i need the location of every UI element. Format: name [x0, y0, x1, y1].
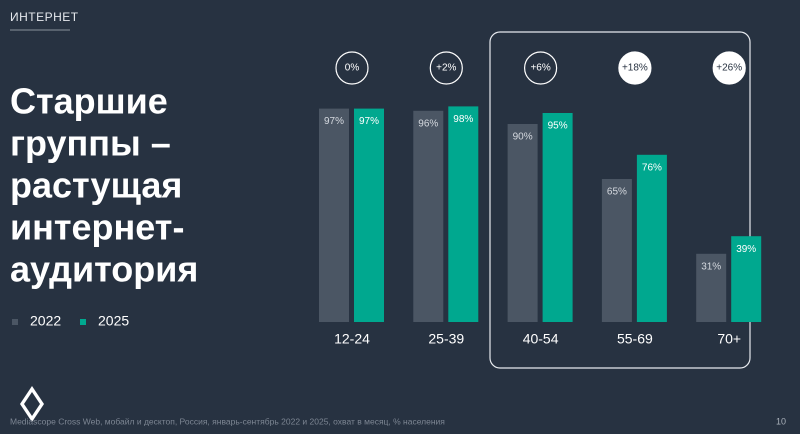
change-badge: [712, 51, 746, 85]
change-label: +2%: [436, 63, 456, 74]
bar: [413, 110, 444, 322]
bar: [448, 106, 479, 323]
change-label: 0%: [345, 63, 360, 74]
legend-swatch: [80, 319, 86, 325]
legend-swatch: [12, 319, 18, 325]
header: ИНТЕРНЕТ: [10, 10, 79, 24]
bar: [507, 124, 538, 322]
bar: [731, 236, 762, 322]
x-tick-label: 12-24: [334, 331, 370, 347]
change-badge: [429, 51, 463, 85]
change-badge: [523, 51, 558, 85]
change-label: +26%: [716, 63, 742, 74]
bar: [319, 108, 349, 322]
highlight-frame: [489, 31, 751, 369]
x-tick-label: 55-69: [617, 331, 653, 347]
value-label: 98%: [453, 114, 473, 125]
logo: [20, 386, 44, 422]
legend-label: 2022: [30, 313, 61, 329]
value-label: 76%: [642, 162, 662, 173]
bar: [354, 108, 384, 322]
value-label: 31%: [701, 261, 721, 272]
value-label: 65%: [607, 187, 627, 198]
title-line: аудитория: [10, 249, 198, 290]
x-tick-label: 25-39: [428, 331, 464, 347]
x-tick-label: 40-54: [523, 331, 559, 347]
page-number: 10: [776, 416, 786, 426]
value-label: 95%: [548, 121, 568, 132]
bar: [601, 179, 632, 322]
change-badge: [618, 51, 652, 85]
legend-label: 2025: [98, 313, 129, 329]
title-line: растущая: [10, 165, 182, 206]
change-label: +18%: [622, 63, 648, 74]
bar: [636, 154, 667, 322]
title-line: группы –: [10, 123, 171, 164]
value-label: 96%: [418, 118, 438, 129]
change-badge: [335, 51, 369, 85]
footer: Mediascope Cross Web, мобайл и десктоп, …: [10, 416, 445, 426]
x-tick-label: 70+: [717, 331, 741, 347]
value-label: 97%: [359, 116, 379, 127]
title-line: интернет-: [10, 207, 184, 248]
change-label: +6%: [530, 63, 550, 74]
bar: [696, 253, 727, 322]
title-line: Старшие: [10, 81, 168, 122]
value-label: 39%: [736, 244, 756, 255]
value-label: 97%: [324, 116, 344, 127]
bar: [542, 113, 573, 322]
value-label: 90%: [513, 132, 533, 143]
